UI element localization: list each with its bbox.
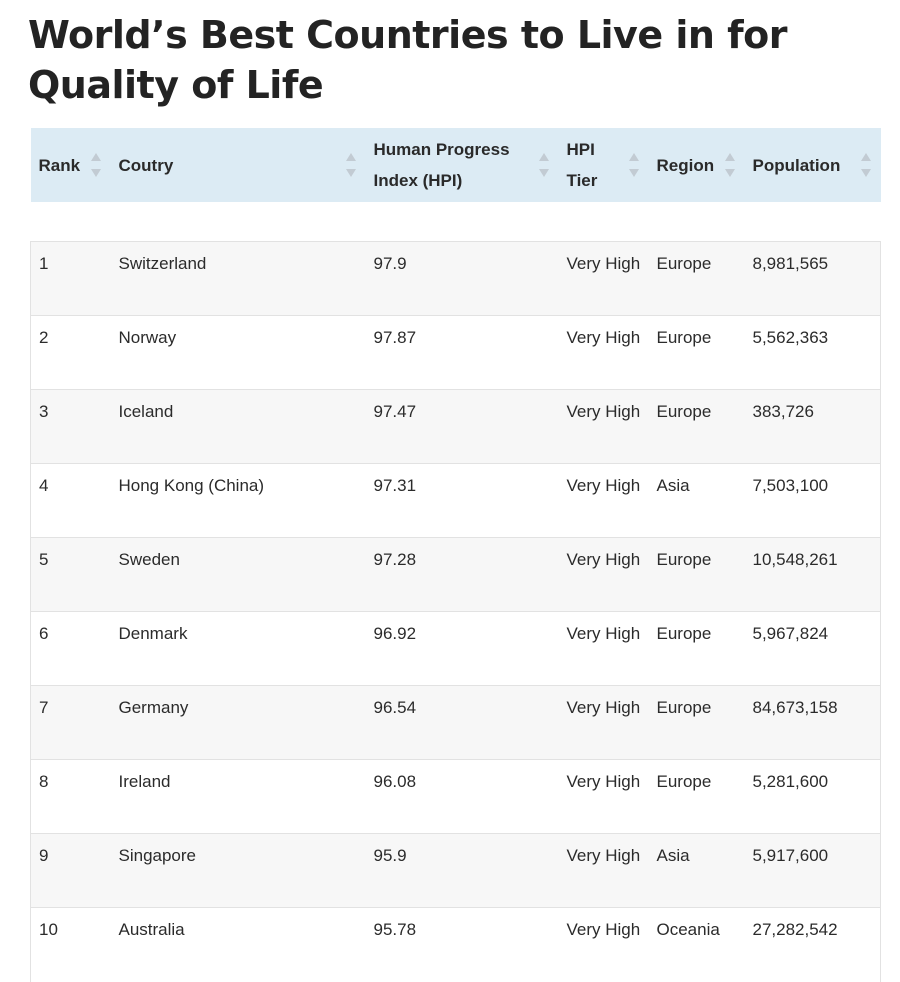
- cell-population: 383,726: [744, 389, 881, 464]
- column-header-label: Population: [752, 155, 841, 175]
- countries-table-container: Rank Coutry Human Progress Index (HPI) H…: [30, 128, 881, 982]
- column-header-label: Region: [656, 155, 715, 175]
- cell-hpi: 97.47: [365, 389, 559, 464]
- cell-hpi: 97.9: [365, 241, 559, 316]
- cell-hpi-tier: Very High: [558, 685, 649, 760]
- table-body: 1 Switzerland 97.9 Very High Europe 8,981,565…: [30, 202, 881, 982]
- table-row: 5 Sweden 97.28 Very High Europe 10,548,261: [30, 537, 881, 612]
- sort-icon[interactable]: [628, 153, 639, 177]
- cell-population: 5,281,600: [744, 759, 881, 834]
- cell-country: Sweden: [110, 537, 366, 612]
- sort-icon[interactable]: [538, 153, 549, 177]
- column-header-region[interactable]: Region: [648, 128, 745, 202]
- cell-hpi: 96.08: [365, 759, 559, 834]
- cell-hpi-tier: Very High: [558, 611, 649, 686]
- cell-region: Europe: [648, 315, 745, 390]
- table-row: 2 Norway 97.87 Very High Europe 5,562,363: [30, 315, 881, 390]
- cell-hpi-tier: Very High: [558, 315, 649, 390]
- table-row: 8 Ireland 96.08 Very High Europe 5,281,600: [30, 759, 881, 834]
- sort-icon[interactable]: [724, 153, 735, 177]
- cell-country: Australia: [110, 907, 366, 982]
- cell-hpi: 95.78: [365, 907, 559, 982]
- table-header: Rank Coutry Human Progress Index (HPI) H…: [30, 128, 881, 202]
- cell-hpi-tier: Very High: [558, 907, 649, 982]
- cell-region: Europe: [648, 611, 745, 686]
- cell-rank: 7: [30, 685, 111, 760]
- table-row: 9 Singapore 95.9 Very High Asia 5,917,600: [30, 833, 881, 908]
- cell-country: Norway: [110, 315, 366, 390]
- cell-country: Denmark: [110, 611, 366, 686]
- cell-country: Switzerland: [110, 241, 366, 316]
- cell-country: Iceland: [110, 389, 366, 464]
- cell-hpi: 97.87: [365, 315, 559, 390]
- cell-hpi: 96.54: [365, 685, 559, 760]
- page-title: World’s Best Countries to Live in for Qu…: [28, 13, 788, 107]
- cell-country: Ireland: [110, 759, 366, 834]
- sort-icon[interactable]: [90, 153, 101, 177]
- cell-population: 8,981,565: [744, 241, 881, 316]
- cell-region: Europe: [648, 759, 745, 834]
- cell-rank: 9: [30, 833, 111, 908]
- sort-icon[interactable]: [860, 153, 871, 177]
- cell-region: Europe: [648, 537, 745, 612]
- table-row: 6 Denmark 96.92 Very High Europe 5,967,824: [30, 611, 881, 686]
- column-header-hpi[interactable]: Human Progress Index (HPI): [365, 128, 559, 202]
- cell-hpi-tier: Very High: [558, 463, 649, 538]
- column-header-label: Rank: [38, 155, 81, 175]
- cell-rank: 6: [30, 611, 111, 686]
- cell-country: Germany: [110, 685, 366, 760]
- cell-region: Asia: [648, 463, 745, 538]
- cell-hpi: 97.31: [365, 463, 559, 538]
- cell-rank: 1: [30, 241, 111, 316]
- cell-hpi-tier: Very High: [558, 389, 649, 464]
- column-header-population[interactable]: Population: [744, 128, 881, 202]
- cell-hpi-tier: Very High: [558, 833, 649, 908]
- cell-region: Europe: [648, 241, 745, 316]
- cell-hpi-tier: Very High: [558, 537, 649, 612]
- cell-rank: 3: [30, 389, 111, 464]
- cell-hpi: 95.9: [365, 833, 559, 908]
- cell-population: 84,673,158: [744, 685, 881, 760]
- cell-region: Asia: [648, 833, 745, 908]
- cell-population: 10,548,261: [744, 537, 881, 612]
- column-header-label: Coutry: [118, 155, 174, 175]
- cell-hpi-tier: Very High: [558, 759, 649, 834]
- cell-country: Hong Kong (China): [110, 463, 366, 538]
- column-header-hpi-tier[interactable]: HPI Tier: [558, 128, 649, 202]
- cell-rank: 10: [30, 907, 111, 982]
- cell-hpi: 96.92: [365, 611, 559, 686]
- column-header-label: Human Progress Index (HPI): [373, 140, 510, 190]
- cell-population: 5,917,600: [744, 833, 881, 908]
- cell-rank: 4: [30, 463, 111, 538]
- cell-hpi: 97.28: [365, 537, 559, 612]
- cell-rank: 2: [30, 315, 111, 390]
- table-row: 3 Iceland 97.47 Very High Europe 383,726: [30, 389, 881, 464]
- cell-region: Europe: [648, 685, 745, 760]
- sort-icon[interactable]: [345, 153, 356, 177]
- cell-country: Singapore: [110, 833, 366, 908]
- table-row: 4 Hong Kong (China) 97.31 Very High Asia 7,50…: [30, 463, 881, 538]
- cell-population: 5,967,824: [744, 611, 881, 686]
- countries-table: Rank Coutry Human Progress Index (HPI) H…: [30, 128, 881, 982]
- column-header-country[interactable]: Coutry: [110, 128, 366, 202]
- table-row: 10 Australia 95.78 Very High Oceania 27,282,5…: [30, 907, 881, 982]
- cell-region: Europe: [648, 389, 745, 464]
- cell-hpi-tier: Very High: [558, 241, 649, 316]
- table-row: 7 Germany 96.54 Very High Europe 84,673,158: [30, 685, 881, 760]
- spacer-row: [30, 202, 881, 242]
- cell-region: Oceania: [648, 907, 745, 982]
- header-row: Rank Coutry Human Progress Index (HPI) H…: [30, 128, 881, 202]
- cell-rank: 5: [30, 537, 111, 612]
- cell-rank: 8: [30, 759, 111, 834]
- column-header-label: HPI Tier: [566, 140, 598, 190]
- cell-population: 27,282,542: [744, 907, 881, 982]
- cell-population: 5,562,363: [744, 315, 881, 390]
- cell-population: 7,503,100: [744, 463, 881, 538]
- table-row: 1 Switzerland 97.9 Very High Europe 8,981,565: [30, 241, 881, 316]
- column-header-rank[interactable]: Rank: [30, 128, 111, 202]
